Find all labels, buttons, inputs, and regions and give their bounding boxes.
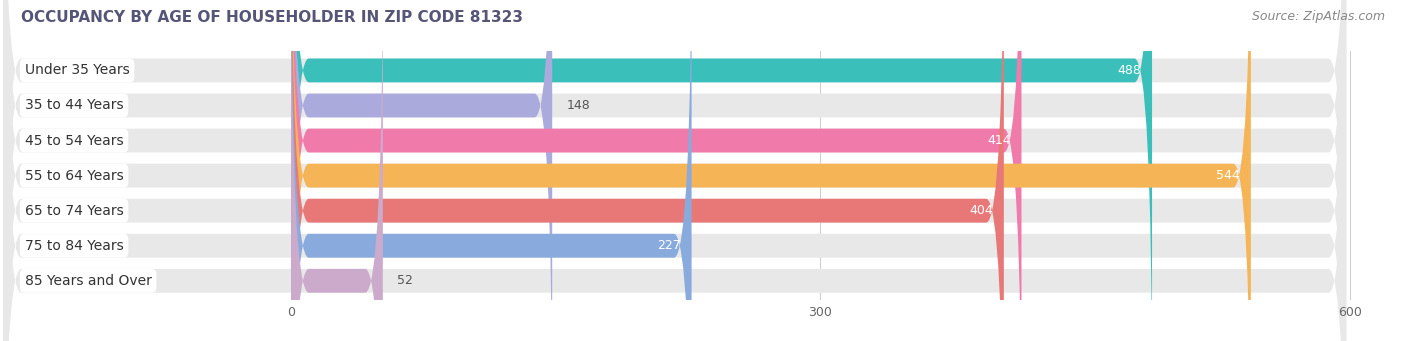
FancyBboxPatch shape (4, 0, 1346, 341)
Text: 227: 227 (657, 239, 681, 252)
Text: 544: 544 (1216, 169, 1240, 182)
Text: 414: 414 (987, 134, 1011, 147)
Text: 55 to 64 Years: 55 to 64 Years (25, 168, 124, 183)
Text: 35 to 44 Years: 35 to 44 Years (25, 99, 124, 113)
Text: 75 to 84 Years: 75 to 84 Years (25, 239, 124, 253)
FancyBboxPatch shape (291, 0, 1251, 341)
Text: 148: 148 (567, 99, 591, 112)
Text: 85 Years and Over: 85 Years and Over (25, 274, 152, 288)
Text: Under 35 Years: Under 35 Years (25, 63, 129, 77)
FancyBboxPatch shape (4, 0, 1346, 341)
Text: OCCUPANCY BY AGE OF HOUSEHOLDER IN ZIP CODE 81323: OCCUPANCY BY AGE OF HOUSEHOLDER IN ZIP C… (21, 10, 523, 25)
FancyBboxPatch shape (4, 0, 1346, 341)
Text: 45 to 54 Years: 45 to 54 Years (25, 134, 124, 148)
FancyBboxPatch shape (291, 0, 692, 341)
FancyBboxPatch shape (291, 0, 553, 341)
FancyBboxPatch shape (4, 0, 1346, 341)
FancyBboxPatch shape (291, 0, 1022, 341)
FancyBboxPatch shape (4, 0, 1346, 341)
FancyBboxPatch shape (291, 0, 1152, 341)
Text: 404: 404 (970, 204, 993, 217)
FancyBboxPatch shape (291, 0, 1004, 341)
Text: 488: 488 (1118, 64, 1142, 77)
FancyBboxPatch shape (291, 0, 382, 341)
FancyBboxPatch shape (4, 0, 1346, 341)
Text: Source: ZipAtlas.com: Source: ZipAtlas.com (1251, 10, 1385, 23)
Text: 52: 52 (396, 274, 413, 287)
Text: 65 to 74 Years: 65 to 74 Years (25, 204, 124, 218)
FancyBboxPatch shape (4, 0, 1346, 341)
